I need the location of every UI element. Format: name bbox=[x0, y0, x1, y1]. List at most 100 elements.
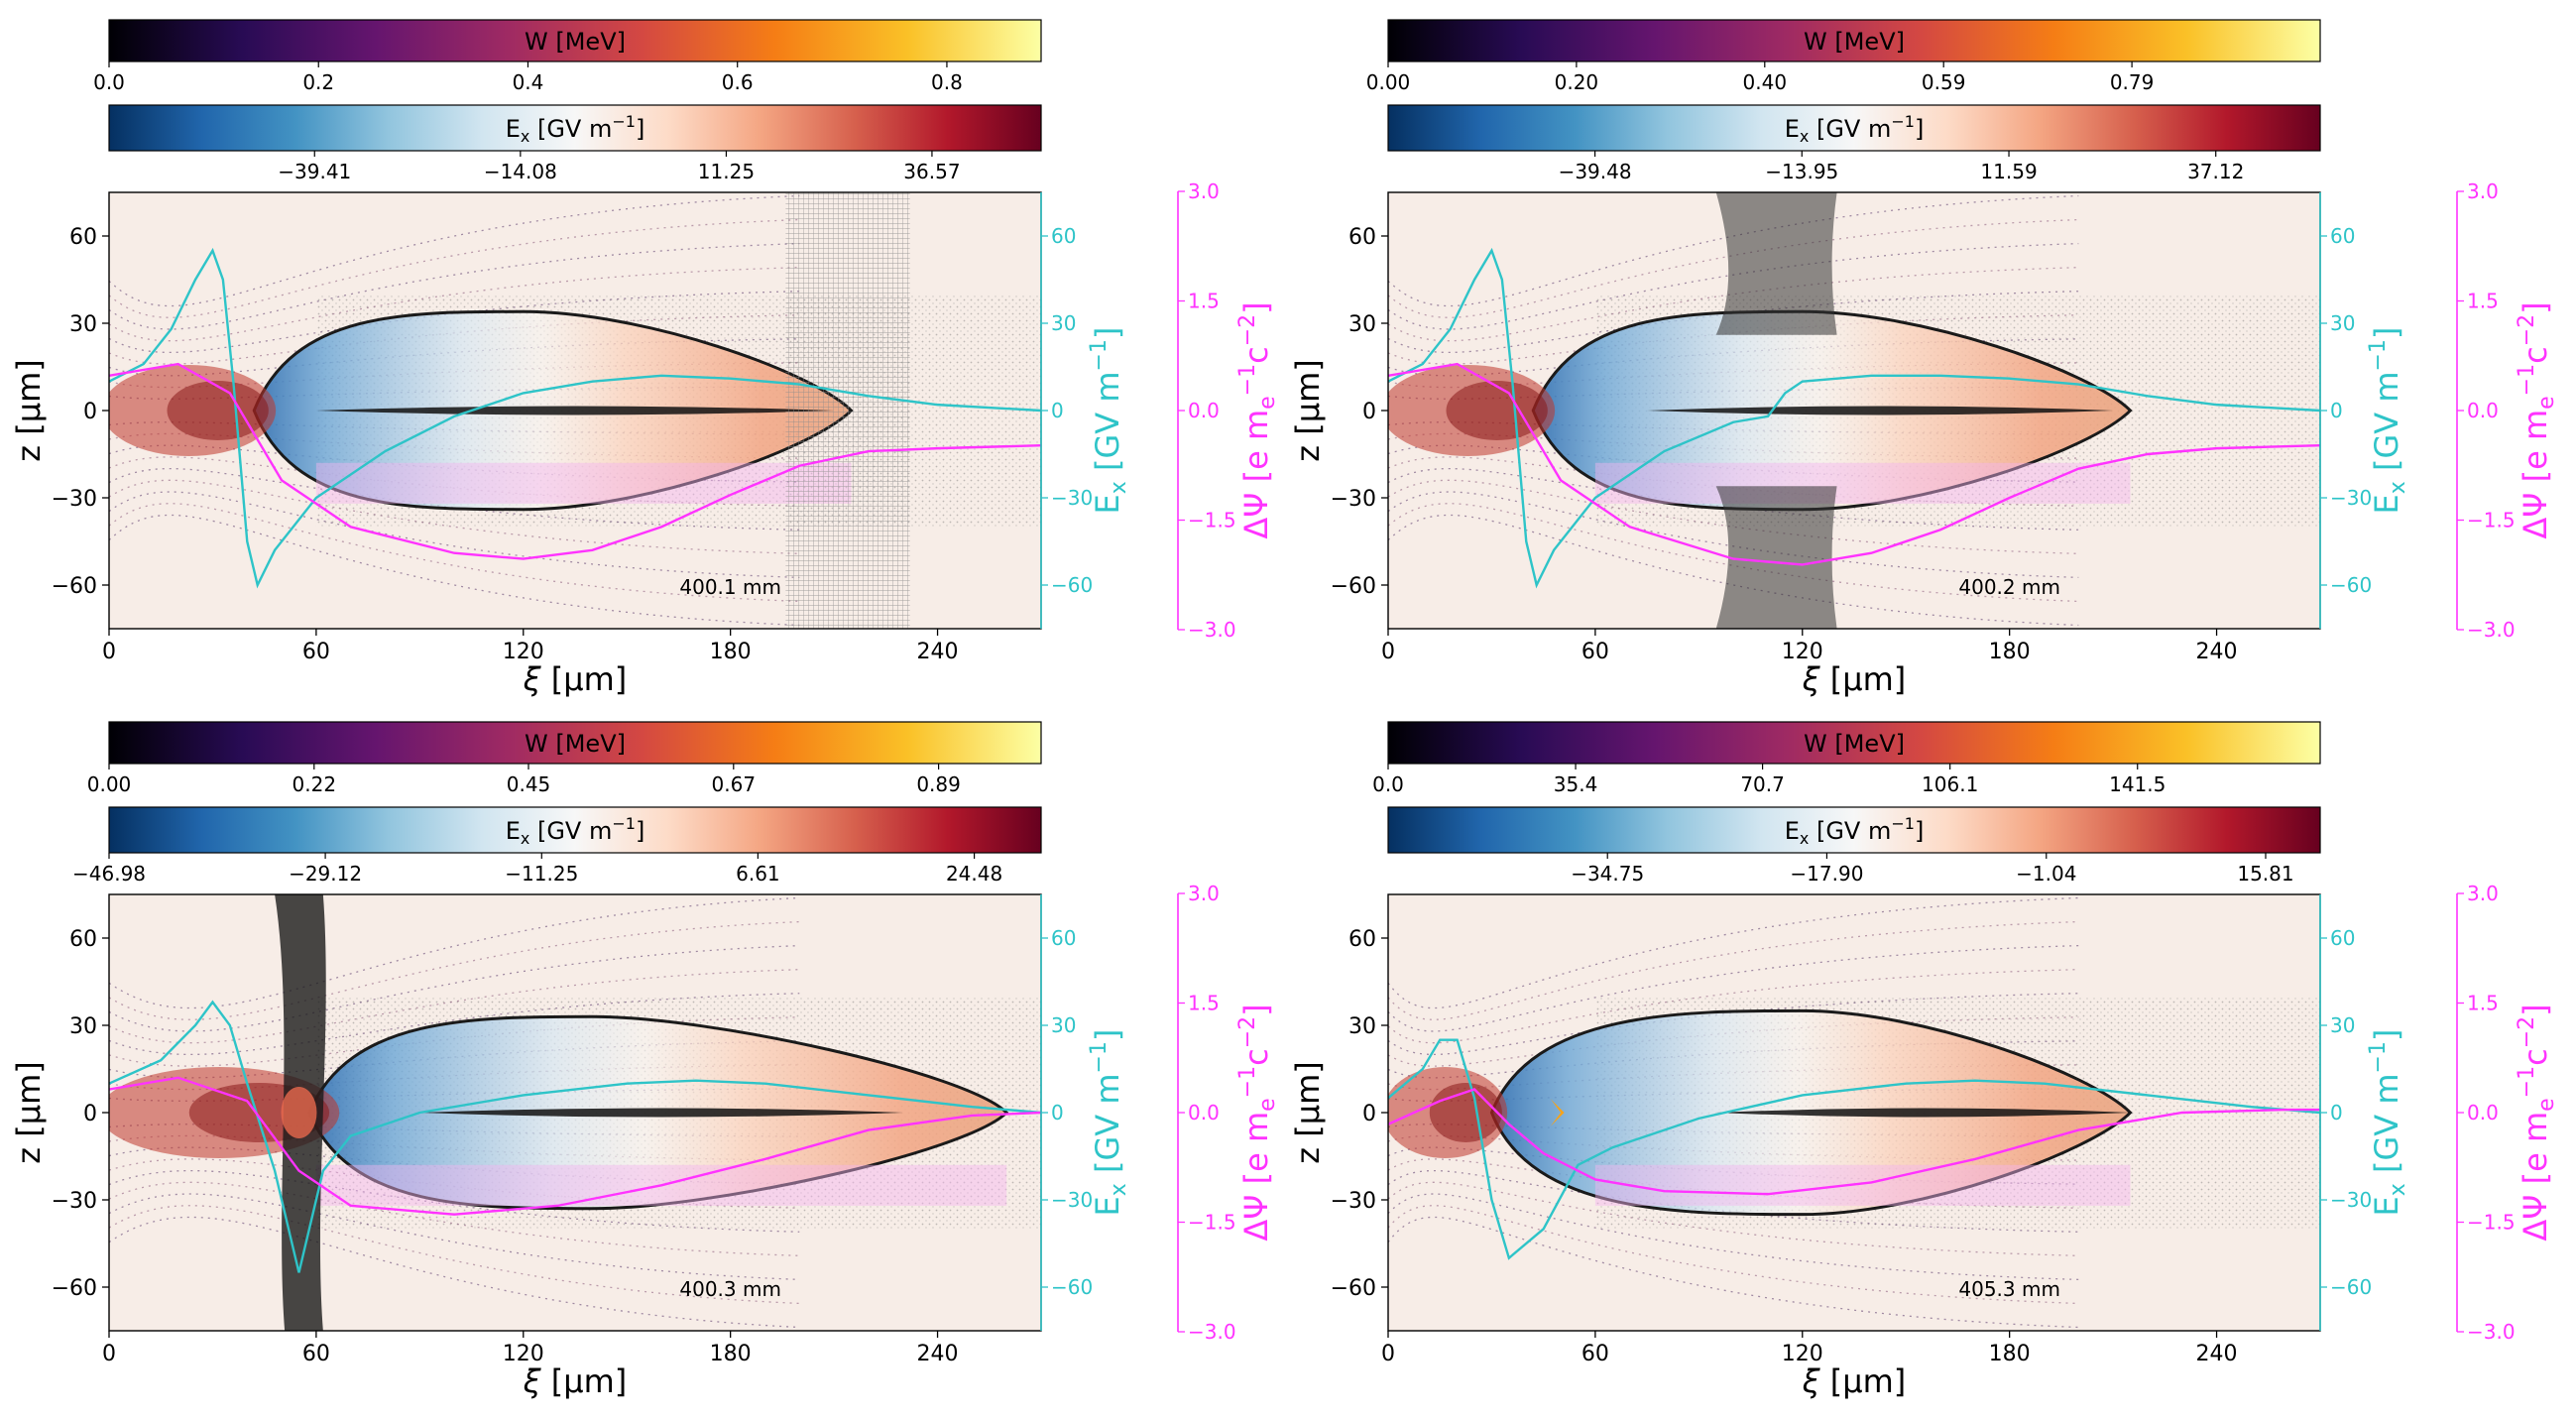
psi-axis-tick-label: 3.0 bbox=[1188, 882, 1220, 905]
psi-axis-tick-label: 3.0 bbox=[2467, 179, 2499, 203]
z-tick-label: 30 bbox=[69, 312, 97, 337]
z-axis-label: z [μm] bbox=[10, 359, 48, 461]
ex-colorbar-tick-label: −11.25 bbox=[505, 862, 578, 886]
panel-br: W [MeV]0.0 35.4 70.7 106.1 141.5Ex [GV m−1]−… bbox=[1289, 721, 2559, 1400]
ex-lineout bbox=[109, 1000, 1041, 1273]
driver-core bbox=[1446, 381, 1548, 440]
psi-axis-tick-label: −3.0 bbox=[2467, 618, 2516, 642]
particle-trajectory bbox=[109, 920, 800, 1020]
w-colorbar bbox=[108, 19, 1042, 62]
particle-trajectory bbox=[109, 242, 800, 330]
shock-top bbox=[1715, 192, 1837, 335]
ex-axis-tick-label: −30 bbox=[2330, 1188, 2372, 1212]
particle-trajectory bbox=[109, 291, 800, 354]
psi-axis-tick-label: −3.0 bbox=[2467, 1320, 2516, 1344]
shock-bottom bbox=[1715, 486, 1837, 629]
particle-trajectory bbox=[109, 1040, 800, 1079]
particle-trajectory bbox=[109, 944, 800, 1032]
ex-axis-label: Ex [GV m−1] bbox=[1087, 1029, 1131, 1217]
psi-axis-tick-label: −3.0 bbox=[1188, 1320, 1236, 1344]
particle-trajectory bbox=[1388, 514, 2079, 627]
ex-colorbar-label: Ex [GV m−1] bbox=[1785, 112, 1925, 146]
z-tick-label: −30 bbox=[52, 487, 97, 512]
position-annotation: 405.3 mm bbox=[1958, 1277, 2060, 1301]
w-colorbar-tick-label: 0.0 bbox=[93, 70, 125, 94]
psi-axis-label: ΔΨ [e me−1c−2] bbox=[1235, 1004, 1280, 1241]
w-colorbar-tick-label: 141.5 bbox=[2109, 772, 2166, 796]
particle-trajectory bbox=[1388, 1181, 2079, 1256]
x-tick-label: 180 bbox=[1989, 1342, 2031, 1366]
psi-band bbox=[315, 462, 852, 504]
ex-axis-tick-label: 60 bbox=[1051, 926, 1076, 950]
ex-lineout bbox=[1388, 247, 2320, 589]
ex-colorbar-tick-label: −29.12 bbox=[289, 862, 362, 886]
plot-area bbox=[109, 894, 1041, 1331]
w-colorbar-tick-label: 0.6 bbox=[722, 70, 754, 94]
z-tick-label: 0 bbox=[1362, 400, 1376, 424]
plot-area bbox=[109, 192, 1041, 629]
z-tick-label: −30 bbox=[52, 1189, 97, 1214]
z-tick-label: −60 bbox=[1331, 574, 1376, 599]
x-tick-label: 180 bbox=[710, 1342, 752, 1366]
particle-trajectory bbox=[109, 1169, 800, 1233]
psi-axis-tick-label: 0.0 bbox=[1188, 1101, 1220, 1124]
w-colorbar-tick-label: 0.22 bbox=[293, 772, 337, 796]
psi-band bbox=[1594, 1164, 2131, 1206]
ex-colorbar-tick-label: −1.04 bbox=[2016, 862, 2076, 886]
particle-trajectory bbox=[109, 218, 800, 318]
ex-axis-tick-label: −60 bbox=[2330, 573, 2372, 597]
ex-colorbar-tick-label: 36.57 bbox=[903, 160, 960, 183]
particle-trajectory bbox=[1388, 242, 2079, 330]
ex-axis-label: Ex [GV m−1] bbox=[2366, 1029, 2410, 1217]
ex-axis-tick-label: −30 bbox=[1051, 1188, 1093, 1212]
particle-trajectory bbox=[109, 1193, 800, 1281]
w-colorbar-tick-label: 0.45 bbox=[507, 772, 551, 796]
w-colorbar-tick-label: 0.89 bbox=[916, 772, 961, 796]
psi-axis-label: ΔΨ [e me−1c−2] bbox=[2515, 1004, 2559, 1241]
z-tick-label: −30 bbox=[1331, 487, 1376, 512]
wall-hotspot bbox=[281, 1087, 317, 1138]
particle-trajectory bbox=[1388, 969, 2079, 1044]
z-axis-label: z [μm] bbox=[1289, 359, 1327, 461]
w-colorbar-tick-label: 0.40 bbox=[1743, 70, 1788, 94]
psi-axis-tick-label: 1.5 bbox=[2467, 992, 2499, 1015]
driver-core bbox=[167, 381, 269, 440]
psi-axis-tick-label: −1.5 bbox=[1188, 509, 1236, 532]
ex-axis-tick-label: 60 bbox=[2330, 224, 2355, 248]
z-tick-label: −60 bbox=[52, 574, 97, 599]
x-axis-label: ξ [μm] bbox=[523, 1362, 628, 1400]
x-tick-label: 0 bbox=[102, 1342, 116, 1366]
electron-beam bbox=[1715, 1108, 2131, 1118]
ex-lineout bbox=[1388, 1038, 2320, 1260]
ex-colorbar-tick-label: 6.61 bbox=[736, 862, 780, 886]
panel-tl: W [MeV] 0.0 0.2 0.4 0.6 0.8 Ex [GV m−1] −39.41 −… bbox=[10, 19, 1280, 698]
ex-colorbar-label: Ex [GV m−1] bbox=[506, 112, 645, 146]
bubble-sheath bbox=[307, 1014, 1009, 1211]
ex-axis-tick-label: −60 bbox=[1051, 1275, 1093, 1299]
ex-axis-tick-label: −60 bbox=[2330, 1275, 2372, 1299]
z-tick-label: 30 bbox=[1348, 1014, 1376, 1039]
ex-colorbar bbox=[1387, 806, 2321, 854]
ex-colorbar-tick-label: 11.25 bbox=[698, 160, 755, 183]
particle-trajectory bbox=[109, 503, 800, 603]
z-tick-label: 0 bbox=[83, 1102, 97, 1126]
x-axis-label: ξ [μm] bbox=[1802, 1362, 1907, 1400]
particle-trajectory bbox=[109, 1146, 800, 1185]
w-colorbar bbox=[1387, 721, 2321, 765]
ex-axis-label: Ex [GV m−1] bbox=[1087, 327, 1131, 515]
z-tick-label: −60 bbox=[52, 1276, 97, 1301]
ex-colorbar-tick-label: −39.41 bbox=[278, 160, 351, 183]
z-tick-label: 60 bbox=[69, 225, 97, 250]
mesh-band bbox=[785, 192, 910, 629]
psi-axis-tick-label: −1.5 bbox=[2467, 1211, 2516, 1235]
psi-axis-label: ΔΨ [e me−1c−2] bbox=[2515, 301, 2559, 538]
w-colorbar-label: W [MeV] bbox=[1804, 730, 1905, 758]
z-axis-label: z [μm] bbox=[1289, 1061, 1327, 1163]
ex-colorbar-tick-label: −39.48 bbox=[1559, 160, 1632, 183]
x-tick-label: 60 bbox=[302, 640, 330, 664]
z-tick-label: 60 bbox=[1348, 927, 1376, 952]
w-colorbar-tick-label: 0.00 bbox=[1366, 70, 1411, 94]
ex-colorbar-tick-label: −14.08 bbox=[484, 160, 557, 183]
w-colorbar-tick-label: 0.4 bbox=[513, 70, 544, 94]
